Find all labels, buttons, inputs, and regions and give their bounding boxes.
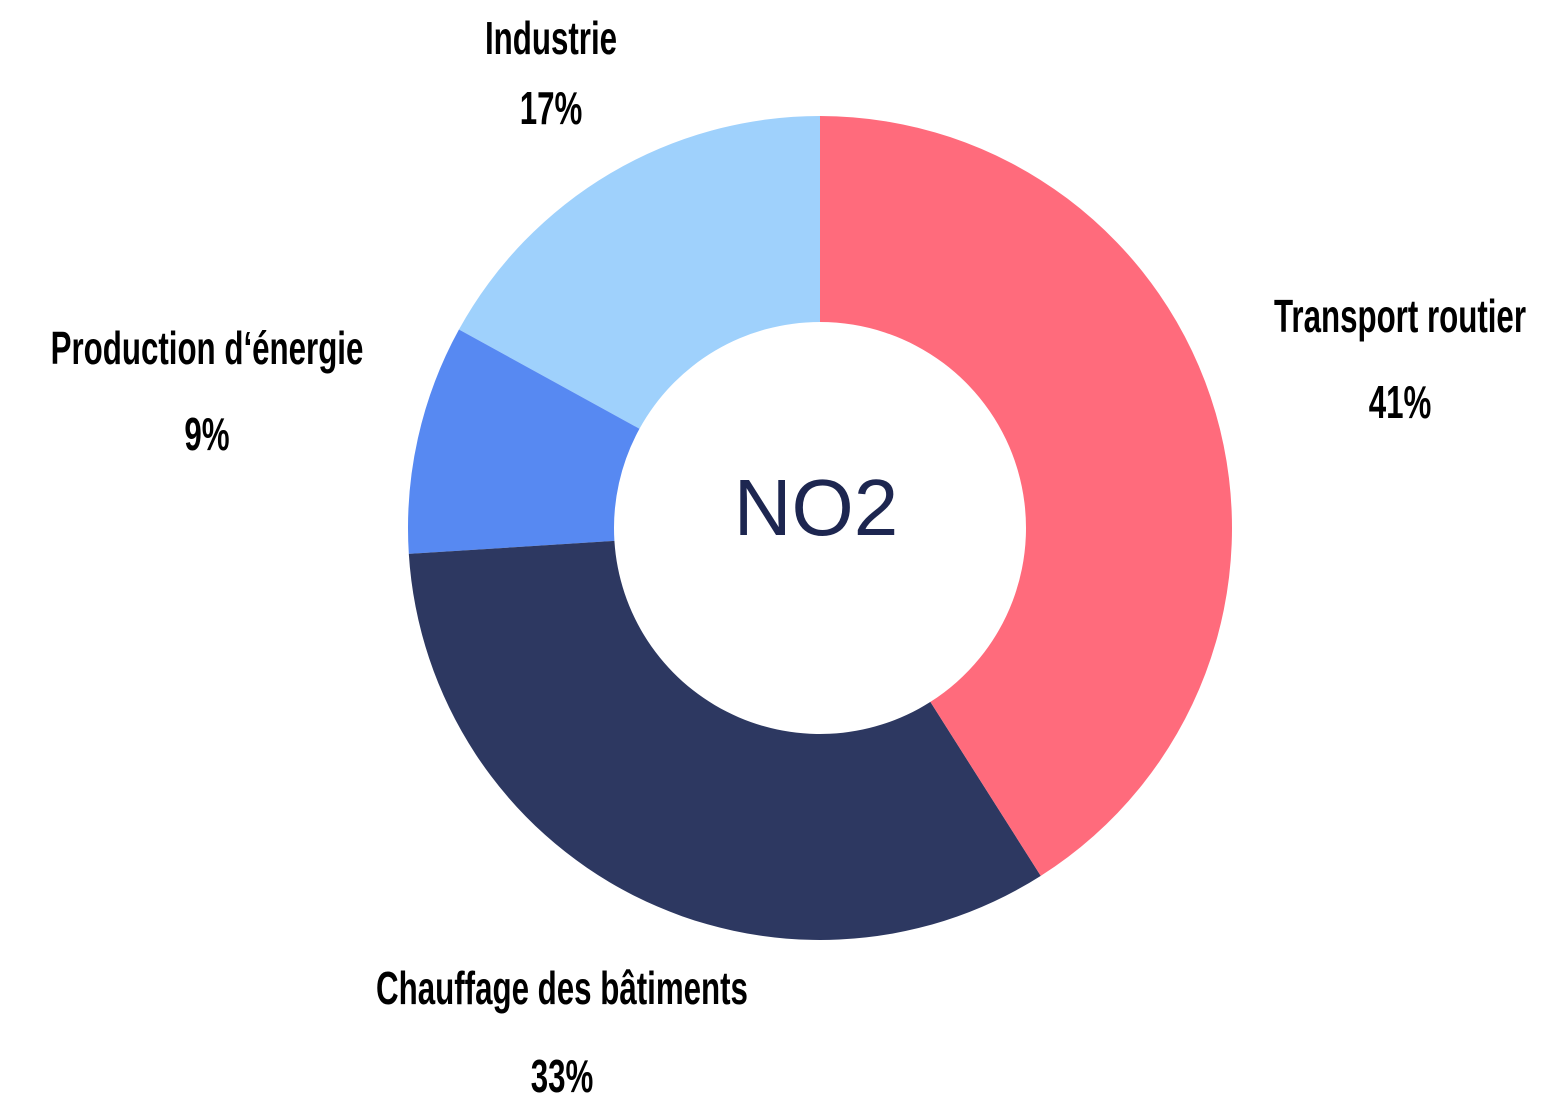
slice-value-label: 9% [184,409,229,460]
slice-label: Transport routier [1274,291,1526,342]
chart: NO2 Transport routier 41% Chauffage des bâ… [0,0,1568,1106]
center-text: NO2 [734,463,899,552]
slice-value-label: 33% [531,1051,594,1102]
slice-label: Production d‘énergie [51,323,364,374]
slice-value-label: 17% [520,83,583,134]
donut-slice [409,541,1041,940]
slice-value-label: 41% [1369,377,1432,428]
slice-label: Industrie [485,13,617,64]
slice-label: Chauffage des bâtiments [376,963,748,1014]
